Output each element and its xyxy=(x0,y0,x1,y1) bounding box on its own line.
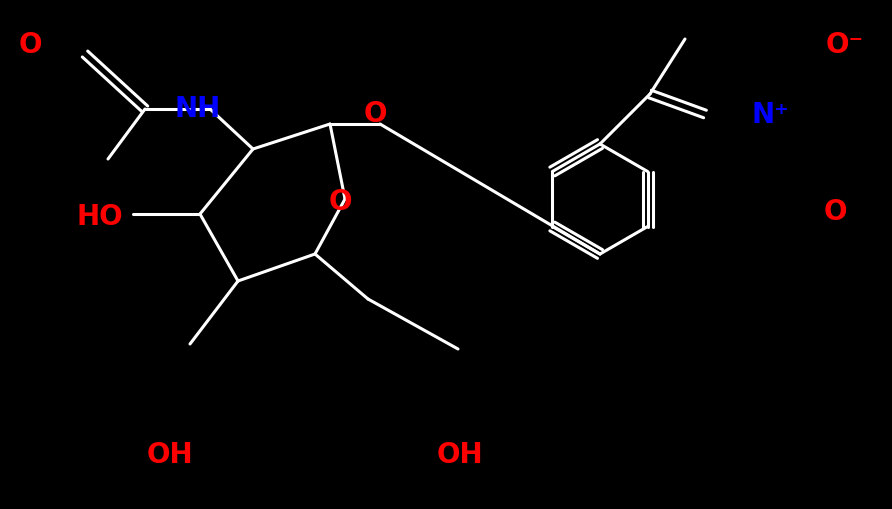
Text: O: O xyxy=(328,188,351,216)
Text: O: O xyxy=(18,31,42,59)
Text: OH: OH xyxy=(146,441,194,469)
Text: OH: OH xyxy=(437,441,483,469)
Text: NH: NH xyxy=(175,95,221,123)
Text: O: O xyxy=(823,198,847,226)
Text: O: O xyxy=(363,100,387,128)
Text: HO: HO xyxy=(77,203,123,231)
Text: N⁺: N⁺ xyxy=(751,101,789,129)
Text: O⁻: O⁻ xyxy=(826,31,864,59)
